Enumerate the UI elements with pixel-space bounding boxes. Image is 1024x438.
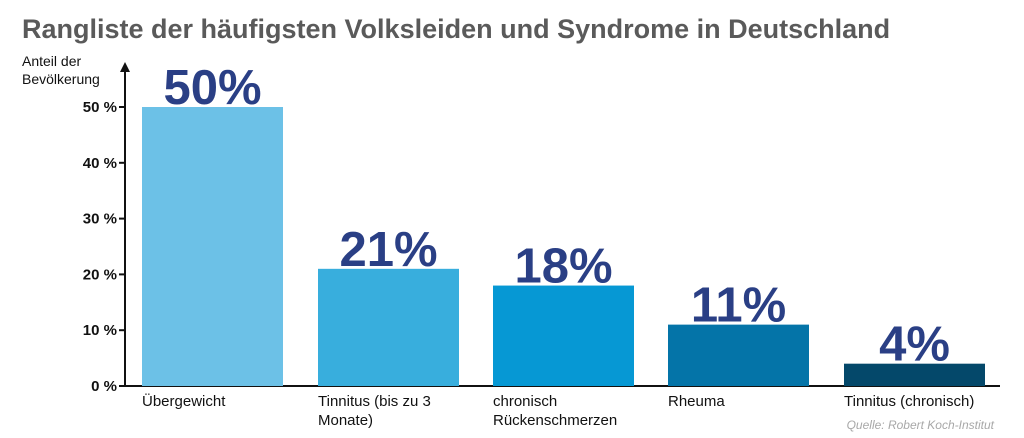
category-label-line: Rückenschmerzen xyxy=(493,412,617,429)
y-axis-title: Anteil der Bevölkerung xyxy=(22,53,100,87)
source-note: Quelle: Robert Koch-Institut xyxy=(846,418,994,432)
category-label: Tinnitus (chronisch) xyxy=(844,393,974,410)
category-label-line: Übergewicht xyxy=(142,392,226,410)
category-label-line: Tinnitus (chronisch) xyxy=(844,393,974,410)
y-tick-label: 50 % xyxy=(83,99,117,116)
category-label-line: chronisch xyxy=(493,393,557,410)
bar xyxy=(318,268,459,386)
category-label: chronisch Rückenschmerzen xyxy=(493,393,617,429)
category-label-line: Rheuma xyxy=(668,393,725,410)
value-label: 11% xyxy=(691,279,786,333)
value-label: 18% xyxy=(514,240,612,294)
category-label-line: Monate) xyxy=(318,412,373,429)
y-tick-label: 20 % xyxy=(83,266,117,283)
value-label: 50% xyxy=(163,61,261,115)
labels: 0 % 10 % 20 % 30 % 40 % 50 % 50% Übergewicht 21%… xyxy=(83,61,975,429)
bar xyxy=(844,363,985,386)
category-label: Rheuma xyxy=(668,393,725,410)
chart-title: Rangliste der häufigsten Volksleiden und… xyxy=(22,14,891,44)
category-label-line: Tinnitus (bis zu 3 xyxy=(318,393,431,410)
bar xyxy=(493,285,634,386)
y-axis-arrow xyxy=(120,62,130,72)
bar xyxy=(142,107,283,386)
y-tick-label: 40 % xyxy=(83,155,117,172)
value-label: 21% xyxy=(339,223,437,277)
y-tick-label: 10 % xyxy=(83,322,117,339)
category-label: Tinnitus (bis zu 3 Monate) xyxy=(318,393,431,429)
value-label: 4% xyxy=(879,318,950,372)
y-tick-label: 0 % xyxy=(91,378,117,395)
bar xyxy=(668,324,809,386)
category-label: Übergewicht xyxy=(142,392,226,410)
bars xyxy=(142,107,985,386)
y-tick-label: 30 % xyxy=(83,211,117,228)
